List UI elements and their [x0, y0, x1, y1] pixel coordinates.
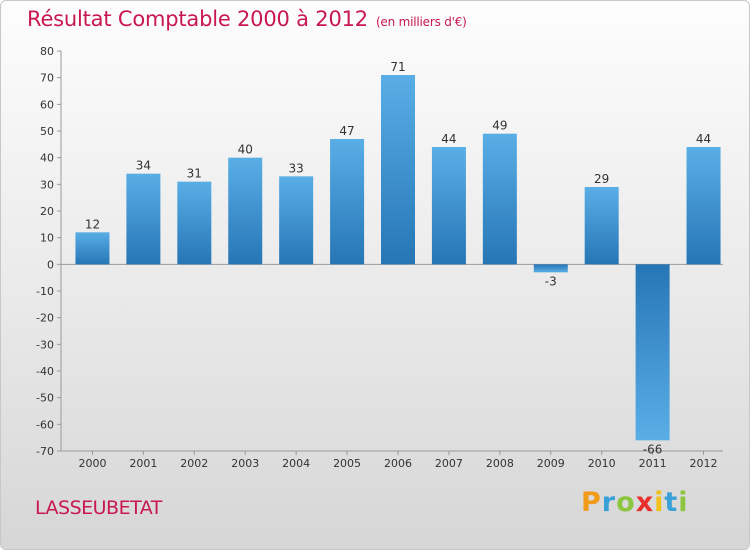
bar-2005 [330, 139, 365, 265]
data-labels: 12 34 31 40 33 47 71 44 49 -3 29 -66 44 [85, 60, 711, 456]
bar-2012 [686, 147, 721, 265]
y-tick-label: -60 [36, 418, 54, 431]
x-tick-label: 2010 [588, 457, 616, 470]
data-label: 12 [85, 217, 100, 231]
bar-2010 [584, 187, 619, 265]
data-label: 71 [390, 60, 405, 74]
logo-letter: o [616, 487, 636, 518]
x-tick-label: 2006 [384, 457, 412, 470]
data-label: 49 [492, 119, 507, 133]
commune-name: LASSEUBETAT [35, 497, 162, 519]
x-tick-label: 2009 [537, 457, 565, 470]
data-label: 29 [594, 172, 609, 186]
proxiti-logo: Proxiti [581, 487, 689, 518]
x-tick-label: 2005 [333, 457, 361, 470]
y-tick-label: -30 [36, 338, 54, 351]
y-tick-label: -40 [36, 365, 54, 378]
y-tick-label: 60 [40, 98, 54, 111]
title-text: Résultat Comptable 2000 à 2012 [27, 7, 368, 31]
x-tick-label: 2002 [180, 457, 208, 470]
bar-2009 [533, 264, 568, 273]
bar-2000 [75, 232, 110, 265]
data-label: 40 [238, 143, 253, 157]
data-label: 44 [441, 132, 456, 146]
bar-2011 [635, 264, 670, 441]
y-tick-label: 40 [40, 152, 54, 165]
bar-2007 [431, 147, 466, 265]
bar-2006 [381, 75, 415, 265]
x-tick-label: 2004 [282, 457, 310, 470]
logo-letter: i [678, 487, 689, 518]
data-label: -3 [545, 274, 557, 288]
y-tick-label: -20 [36, 312, 54, 325]
y-tick-label: 20 [40, 205, 54, 218]
bar-2001 [126, 173, 161, 265]
bar-2008 [482, 133, 517, 265]
logo-letter: x [635, 487, 655, 518]
data-label: 47 [339, 124, 354, 138]
chart-title: Résultat Comptable 2000 à 2012 (en millie… [27, 7, 467, 31]
y-tick-label: -10 [36, 285, 54, 298]
bar-2004 [279, 176, 314, 265]
data-label: 33 [289, 161, 304, 175]
x-tick-label: 2011 [639, 457, 667, 470]
chart-subtitle: (en milliers d'€) [375, 15, 467, 29]
x-tick-label: 2001 [129, 457, 157, 470]
x-tick-label: 2000 [78, 457, 106, 470]
data-label: -66 [643, 442, 663, 456]
y-tick-label: 70 [40, 72, 54, 85]
logo-letter: t [664, 487, 679, 518]
data-label: 34 [136, 159, 151, 173]
logo-letter: P [581, 487, 602, 518]
x-tick-label: 2007 [435, 457, 463, 470]
bar-2002 [177, 181, 212, 265]
bars [75, 75, 721, 441]
y-tick-label: 0 [47, 258, 54, 271]
x-tick-label: 2012 [690, 457, 718, 470]
x-tick-label: 2003 [231, 457, 259, 470]
data-label: 44 [696, 132, 711, 146]
axes: -70 -60 -50 -40 -30 -20 -10 0 10 20 30 40 50 60 70 80 20… [36, 45, 723, 470]
data-label: 31 [187, 167, 202, 181]
y-tick-label: 10 [40, 232, 54, 245]
y-tick-label: 50 [40, 125, 54, 138]
y-tick-label: -50 [36, 392, 54, 405]
y-tick-label: 80 [40, 45, 54, 58]
y-tick-label: -70 [36, 445, 54, 458]
logo-letter: i [654, 487, 665, 518]
logo-letter: r [601, 487, 617, 518]
x-tick-label: 2008 [486, 457, 514, 470]
y-tick-label: 30 [40, 178, 54, 191]
bar-2003 [228, 157, 263, 265]
